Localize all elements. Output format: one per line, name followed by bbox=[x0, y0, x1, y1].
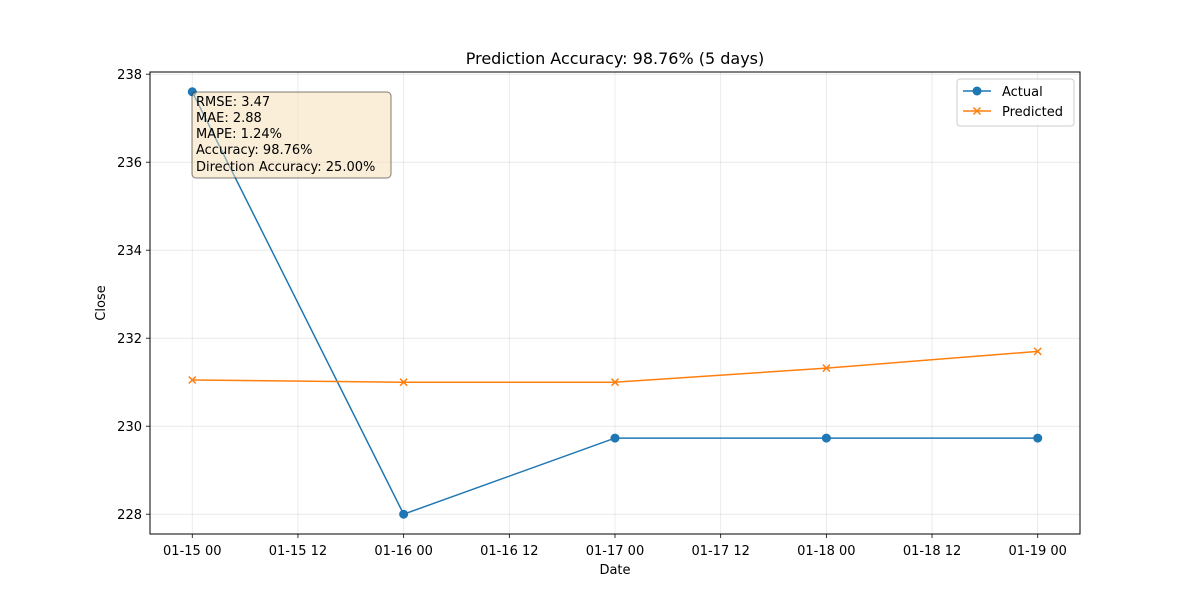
x-tick-label: 01-17 12 bbox=[691, 544, 749, 559]
x-tick-label: 01-16 12 bbox=[480, 544, 538, 559]
y-tick-label: 234 bbox=[117, 244, 142, 259]
actual-data-point bbox=[1033, 433, 1043, 443]
y-tick-label: 236 bbox=[117, 156, 142, 171]
y-tick-label: 238 bbox=[117, 68, 142, 83]
metrics-rmse: RMSE: 3.47 bbox=[196, 95, 270, 110]
legend-actual-marker bbox=[972, 86, 982, 96]
predicted-data-point bbox=[399, 378, 408, 387]
chart-title: Prediction Accuracy: 98.76% (5 days) bbox=[466, 49, 765, 68]
legend-predicted-label: Predicted bbox=[1002, 105, 1063, 120]
x-tick-label: 01-18 00 bbox=[797, 544, 855, 559]
metrics-accuracy: Accuracy: 98.76% bbox=[196, 143, 313, 158]
actual-data-point bbox=[610, 433, 620, 443]
actual-data-point bbox=[399, 509, 409, 519]
y-tick-label: 228 bbox=[117, 508, 142, 523]
actual-data-point bbox=[821, 433, 831, 443]
metrics-mape: MAPE: 1.24% bbox=[196, 127, 282, 142]
metrics-annotation-box: RMSE: 3.47 MAE: 2.88 MAPE: 1.24% Accurac… bbox=[191, 91, 392, 179]
legend-predicted-marker bbox=[972, 106, 982, 116]
metrics-mae: MAE: 2.88 bbox=[196, 111, 262, 126]
x-tick-label: 01-16 00 bbox=[374, 544, 432, 559]
x-tick-label: 01-19 00 bbox=[1009, 544, 1067, 559]
x-tick-label: 01-15 00 bbox=[163, 544, 221, 559]
x-axis-label: Date bbox=[599, 563, 630, 578]
y-tick-label: 232 bbox=[117, 332, 142, 347]
x-tick-label: 01-18 12 bbox=[903, 544, 961, 559]
x-tick-label: 01-17 00 bbox=[586, 544, 644, 559]
predicted-data-point bbox=[1033, 347, 1042, 356]
y-axis-ticks: 228 230 232 234 236 238 bbox=[117, 68, 150, 523]
predicted-data-point bbox=[188, 375, 197, 385]
legend-actual-label: Actual bbox=[1002, 85, 1043, 100]
x-axis-ticks: 01-15 00 01-15 12 01-16 00 01-16 12 01-17 00… bbox=[163, 534, 1067, 559]
metrics-box-background bbox=[191, 91, 392, 179]
predicted-data-point bbox=[822, 364, 831, 373]
grid-lines bbox=[150, 72, 1080, 534]
x-tick-label: 01-15 12 bbox=[269, 544, 327, 559]
legend: Actual Predicted bbox=[956, 78, 1075, 127]
y-tick-label: 230 bbox=[117, 420, 142, 435]
metrics-direction-accuracy: Direction Accuracy: 25.00% bbox=[196, 160, 375, 175]
predicted-data-point bbox=[610, 378, 620, 387]
y-axis-label: Close bbox=[94, 285, 109, 320]
